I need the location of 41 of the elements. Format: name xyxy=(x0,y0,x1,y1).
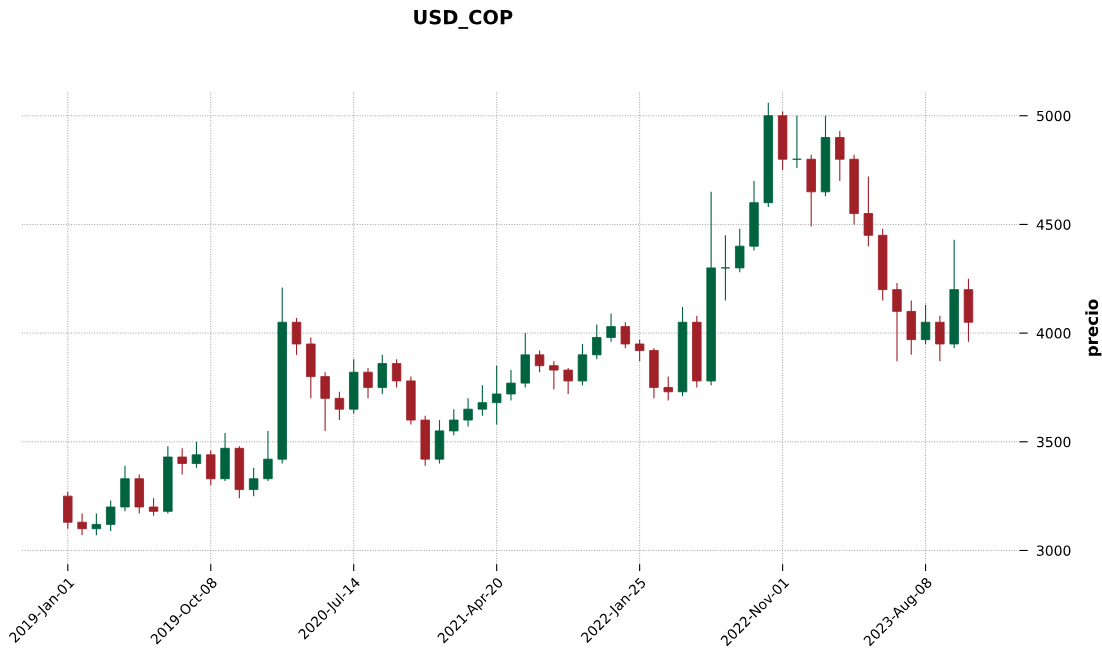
candlestick xyxy=(449,408,459,436)
candlestick xyxy=(491,365,502,425)
chart-title: USD_COP xyxy=(414,9,513,29)
candlestick xyxy=(663,376,673,402)
candlestick xyxy=(105,499,116,532)
candlestick xyxy=(363,367,373,399)
candlestick xyxy=(549,360,559,391)
candlestick xyxy=(920,304,931,345)
candlestick xyxy=(263,430,273,482)
candlestick xyxy=(892,282,902,362)
candlestick xyxy=(463,397,473,428)
candlestick xyxy=(506,369,516,402)
y-tick-label: 3500 xyxy=(1037,436,1071,448)
candlestick xyxy=(206,449,216,486)
candlestick xyxy=(177,447,187,475)
candlestick xyxy=(735,228,745,273)
candlestick xyxy=(592,323,602,360)
y-axis-title: precio xyxy=(1085,299,1102,356)
candlestick xyxy=(835,130,845,182)
candlestick xyxy=(91,512,102,536)
y-tick-label: 3000 xyxy=(1037,545,1071,556)
candlestick xyxy=(77,512,87,536)
y-tick-label: 4000 xyxy=(1036,328,1071,339)
candlestick xyxy=(634,339,645,362)
candlestick xyxy=(720,234,731,302)
candlestick xyxy=(563,367,573,395)
candlestick xyxy=(320,371,330,432)
candlestick xyxy=(863,176,874,247)
candlestick xyxy=(935,315,945,362)
candlestick xyxy=(377,354,388,395)
candlestick xyxy=(620,321,631,349)
candlestick xyxy=(191,441,202,469)
candlestick xyxy=(606,312,616,343)
candlestick xyxy=(534,349,545,373)
y-tick-label: 5000 xyxy=(1037,110,1071,122)
candlestick xyxy=(391,358,402,389)
candlestick xyxy=(477,384,488,417)
candlestick xyxy=(334,391,345,421)
candlestick xyxy=(248,467,259,497)
y-tick-label: 4500 xyxy=(1036,219,1071,230)
candlestick xyxy=(291,317,302,356)
